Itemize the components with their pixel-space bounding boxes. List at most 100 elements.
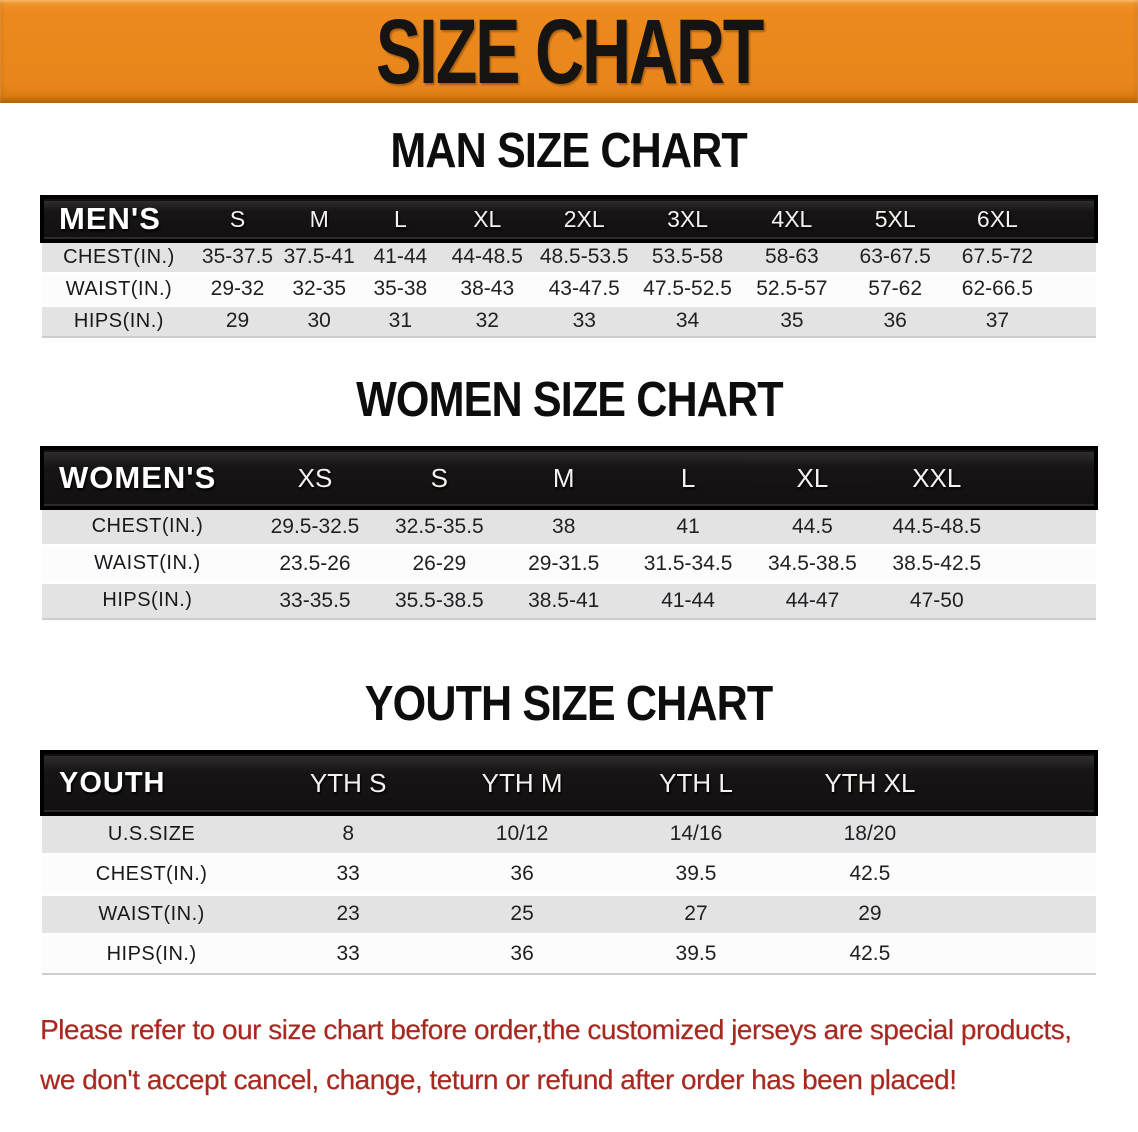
youth-size-table: YOUTH YTH S YTH M YTH L YTH XL U.S.SIZE …: [40, 750, 1098, 975]
size-chart-content: MAN SIZE CHART MEN'S S M L XL 2XL 3XL 4X…: [0, 123, 1138, 975]
table-row-us-size: U.S.SIZE 8 10/12 14/16 18/20: [42, 814, 1096, 854]
womens-size-table: WOMEN'S XS S M L XL XXL CHEST(IN.) 29.5-…: [40, 446, 1098, 620]
size-value-cell: 35-37.5: [201, 245, 274, 269]
banner: SIZE CHART: [0, 0, 1138, 103]
womens-col-header: L: [680, 462, 696, 493]
womens-col-header: XS: [297, 462, 333, 493]
size-value-cell: 37: [985, 309, 1010, 333]
size-value-cell: 42.5: [849, 862, 891, 885]
size-value-cell: 10/12: [495, 822, 549, 846]
size-value-cell: 44.5: [791, 514, 833, 538]
size-value-cell: 36: [510, 862, 534, 885]
table-row-waist: WAIST(IN.) 23.5-26 26-29 29-31.5 31.5-34…: [42, 545, 1096, 582]
table-row-chest: CHEST(IN.) 35-37.5 37.5-41 41-44 44-48.5…: [42, 241, 1096, 273]
size-value-cell: 62-66.5: [961, 277, 1034, 300]
size-value-cell: 44.5-48.5: [892, 514, 982, 538]
table-row-waist: WAIST(IN.) 29-32 32-35 35-38 38-43 43-47…: [42, 273, 1096, 305]
size-value-cell: 33: [336, 942, 360, 966]
size-value-cell: 41-44: [373, 245, 428, 269]
men-section-heading: MAN SIZE CHART: [0, 123, 1138, 179]
youth-header-row: YOUTH YTH S YTH M YTH L YTH XL: [42, 752, 1096, 814]
size-value-cell: 31: [388, 309, 413, 333]
mens-col-header: S: [229, 205, 246, 232]
youth-section-heading: YOUTH SIZE CHART: [0, 676, 1138, 732]
table-row-hips: HIPS(IN.) 33 36 39.5 42.5: [42, 934, 1096, 974]
size-value-cell: 39.5: [675, 942, 717, 966]
spacer-cell: [1049, 273, 1096, 305]
womens-col-header: S: [430, 462, 449, 493]
size-value-cell: 36: [883, 309, 907, 333]
size-value-cell: 18/20: [843, 822, 897, 846]
row-label: U.S.SIZE: [107, 822, 196, 845]
size-value-cell: 35.5-38.5: [394, 588, 484, 612]
womens-table-corner-label: WOMEN'S: [59, 460, 217, 495]
size-value-cell: 29-31.5: [528, 551, 600, 575]
section-men: MAN SIZE CHART MEN'S S M L XL 2XL 3XL 4X…: [0, 123, 1138, 338]
size-value-cell: 52.5-57: [756, 277, 828, 300]
page-title: SIZE CHART: [375, 0, 765, 103]
size-value-cell: 67.5-72: [961, 245, 1034, 269]
youth-section-heading-text: YOUTH SIZE CHART: [365, 677, 773, 731]
row-label: CHEST(IN.): [91, 515, 204, 538]
row-label: WAIST(IN.): [65, 277, 173, 300]
spacer-cell: [957, 752, 1096, 814]
row-label: CHEST(IN.): [95, 862, 208, 885]
spacer-cell: [957, 934, 1096, 974]
size-value-cell: 33: [336, 862, 360, 885]
size-value-cell: 44-47: [785, 588, 840, 612]
mens-col-header: L: [393, 205, 407, 232]
size-value-cell: 23: [336, 902, 360, 925]
spacer-cell: [957, 894, 1096, 934]
row-label: HIPS(IN.): [73, 309, 164, 332]
section-women: WOMEN SIZE CHART WOMEN'S XS S M L XL XXL: [0, 372, 1138, 620]
youth-col-header: YTH L: [659, 767, 733, 798]
row-label: HIPS(IN.): [102, 589, 193, 612]
size-value-cell: 63-67.5: [859, 245, 931, 269]
size-value-cell: 57-62: [868, 277, 923, 300]
disclaimer: Please refer to our size chart before or…: [40, 1005, 1138, 1105]
row-label: HIPS(IN.): [106, 942, 197, 965]
size-value-cell: 30: [307, 309, 331, 333]
women-section-heading-text: WOMEN SIZE CHART: [355, 373, 784, 427]
size-value-cell: 58-63: [765, 245, 819, 269]
table-row-waist: WAIST(IN.) 23 25 27 29: [42, 894, 1096, 934]
table-row-hips: HIPS(IN.) 33-35.5 35.5-38.5 38.5-41 41-4…: [42, 582, 1096, 619]
youth-col-header: YTH S: [309, 767, 387, 798]
mens-col-header: 4XL: [771, 205, 813, 232]
size-value-cell: 38-43: [460, 277, 515, 300]
womens-col-header: XXL: [912, 462, 962, 493]
size-value-cell: 53.5-58: [651, 245, 724, 269]
size-value-cell: 37.5-41: [283, 245, 355, 269]
mens-size-table: MEN'S S M L XL 2XL 3XL 4XL 5XL 6XL CHEST…: [40, 195, 1098, 338]
size-value-cell: 33: [572, 309, 596, 333]
mens-col-header: XL: [473, 205, 502, 232]
size-value-cell: 35: [780, 309, 804, 333]
women-section-heading: WOMEN SIZE CHART: [0, 372, 1138, 428]
womens-col-header: M: [552, 462, 575, 493]
mens-table-corner-label: MEN'S: [59, 201, 161, 236]
size-value-cell: 38.5-41: [528, 588, 600, 612]
spacer-cell: [999, 448, 1096, 508]
size-value-cell: 25: [510, 902, 534, 925]
mens-col-header: M: [309, 205, 329, 232]
spacer-cell: [1049, 197, 1096, 241]
size-value-cell: 38: [552, 514, 576, 538]
disclaimer-line-2: we don't accept cancel, change, teturn o…: [40, 1064, 957, 1095]
row-label: WAIST(IN.): [94, 552, 201, 574]
mens-header-row: MEN'S S M L XL 2XL 3XL 4XL 5XL 6XL: [42, 197, 1096, 241]
table-row-chest: CHEST(IN.) 33 36 39.5 42.5: [42, 854, 1096, 894]
womens-header-row: WOMEN'S XS S M L XL XXL: [42, 448, 1096, 508]
size-value-cell: 38.5-42.5: [892, 551, 982, 575]
spacer-cell: [999, 545, 1096, 582]
size-value-cell: 48.5-53.5: [539, 245, 629, 269]
size-value-cell: 34.5-38.5: [768, 551, 857, 575]
mens-col-header: 5XL: [874, 205, 916, 232]
size-value-cell: 26-29: [412, 551, 467, 575]
row-label: WAIST(IN.): [98, 902, 205, 925]
size-value-cell: 34: [675, 309, 700, 333]
youth-col-header: YTH M: [481, 767, 563, 798]
size-value-cell: 36: [510, 942, 534, 966]
size-value-cell: 14/16: [669, 822, 723, 846]
size-value-cell: 29.5-32.5: [270, 514, 360, 538]
size-value-cell: 32.5-35.5: [394, 514, 484, 538]
